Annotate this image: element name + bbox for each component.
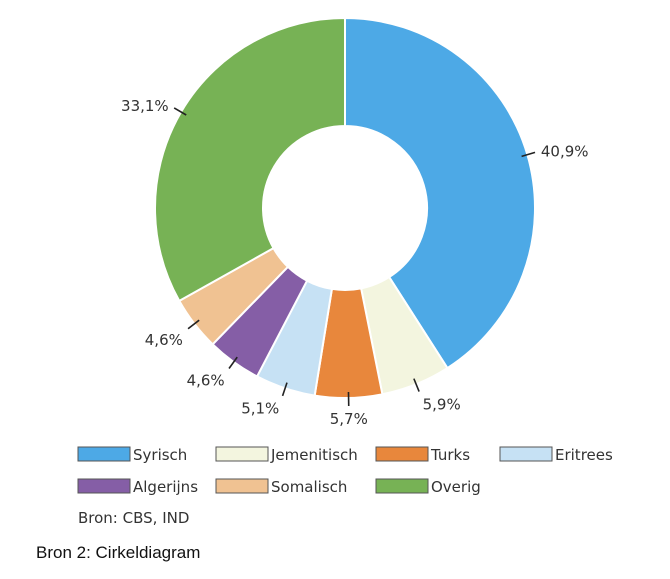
source-note: Bron: CBS, IND — [78, 509, 189, 527]
tick-algerijns — [228, 356, 238, 369]
label-somalisch: 4,6% — [145, 331, 183, 349]
legend-swatch-overig — [375, 478, 429, 494]
legend-swatch-turks — [375, 446, 429, 462]
figure-caption: Bron 2: Cirkeldiagram — [36, 543, 201, 562]
label-jemenitisch: 5,9% — [423, 395, 461, 413]
legend-label-somalisch: Somalisch — [271, 478, 347, 496]
tick-somalisch — [187, 319, 200, 330]
legend-label-algerijns: Algerijns — [133, 478, 198, 496]
slice-overig — [154, 16, 346, 303]
legend-swatch-algerijns — [77, 478, 131, 494]
label-eritrees: 5,1% — [241, 400, 279, 418]
label-overig: 33,1% — [121, 97, 169, 115]
legend-label-turks: Turks — [430, 446, 470, 464]
label-algerijns: 4,6% — [187, 372, 225, 390]
legend-label-eritrees: Eritrees — [555, 446, 613, 464]
donut-chart: 40,9% 5,9% 5,7% 5,1% 4,6% 4,6% 33,1% Syrisch Je… — [77, 16, 613, 527]
tick-jemenitisch — [413, 378, 420, 392]
legend-label-syrisch: Syrisch — [133, 446, 187, 464]
label-turks: 5,7% — [330, 410, 368, 428]
legend-label-jemenitisch: Jemenitisch — [270, 446, 358, 464]
tick-syrisch — [521, 151, 536, 158]
legend-swatch-syrisch — [77, 446, 131, 462]
legend-swatch-eritrees — [499, 446, 553, 462]
label-syrisch: 40,9% — [541, 142, 589, 160]
legend-swatch-somalisch — [215, 478, 269, 494]
chart-slices — [154, 16, 536, 399]
chart-legend: Syrisch Jemenitisch Turks Eritrees Algerijns… — [77, 446, 613, 496]
tick-overig — [173, 107, 187, 116]
chart-label-ticks — [173, 107, 536, 406]
chart-slice-labels: 40,9% 5,9% 5,7% 5,1% 4,6% 4,6% 33,1% — [121, 97, 588, 428]
legend-swatch-jemenitisch — [215, 446, 269, 462]
tick-eritrees — [281, 382, 288, 397]
legend-label-overig: Overig — [431, 478, 481, 496]
